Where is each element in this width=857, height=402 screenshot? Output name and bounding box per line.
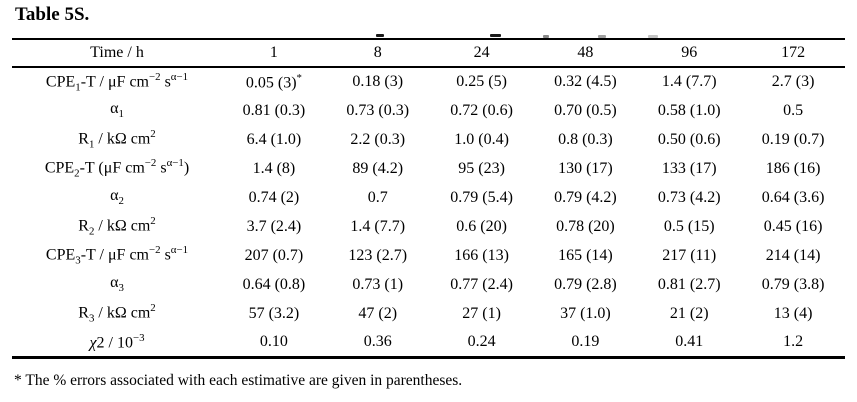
header-time-label: Time / h [12, 39, 222, 68]
table-row-r2: R2 / kΩ cm2 3.7 (2.4) 1.4 (7.7) 0.6 (20)… [12, 212, 845, 241]
table-footnote: * The % errors associated with each esti… [14, 372, 463, 389]
table-cell: 47 (2) [358, 304, 398, 322]
row-label: α1 [110, 100, 124, 121]
table-cell: 0.81 (2.7) [657, 275, 721, 293]
table-row-chi2: χ2 / 10−3 0.10 0.36 0.24 0.19 0.41 1.2 [12, 328, 845, 357]
table-cell: 57 (3.2) [248, 304, 300, 322]
table-cell: 0.58 (1.0) [657, 101, 721, 119]
table-cell: 0.73 (0.3) [346, 101, 410, 119]
table-cell: 0.41 [675, 332, 704, 350]
table-cell: 186 (16) [765, 159, 821, 177]
header-col-8: 8 [325, 39, 430, 68]
table-row-alpha2: α2 0.74 (2) 0.7 0.79 (5.4) 0.79 (4.2) 0.… [12, 183, 845, 212]
table-cell: 0.5 [783, 101, 804, 119]
table-row-alpha3: α3 0.64 (0.8) 0.73 (1) 0.77 (2.4) 0.79 (… [12, 270, 845, 299]
cropped-text-fragment [543, 35, 549, 38]
table-cell: 0.78 (20) [556, 217, 615, 235]
table-cell: 0.64 (0.8) [242, 275, 306, 293]
cropped-text-fragment [648, 35, 658, 38]
row-label: CPE3-T / μF cm−2 sα−1 [45, 244, 189, 267]
table-row-cpe1: CPE1-T / μF cm−2 sα−1 0.05 (3)* 0.18 (3)… [12, 67, 845, 96]
table-cell: 0.73 (1) [352, 275, 404, 293]
table-cell: 1.4 (7.7) [661, 73, 717, 90]
table-cell: 1.4 (8) [252, 159, 296, 177]
table-cell: 0.25 (5) [456, 73, 507, 90]
table-cell: 0.32 (4.5) [554, 73, 617, 90]
row-label: R3 / kΩ cm2 [78, 302, 156, 325]
table-cell: 133 (17) [661, 159, 717, 177]
table-cell: 130 (17) [558, 159, 613, 177]
table-cell: 1.0 (0.4) [454, 130, 509, 148]
table-row-alpha1: α1 0.81 (0.3) 0.73 (0.3) 0.72 (0.6) 0.70… [12, 96, 845, 125]
row-label: χ2 / 10−3 [89, 331, 145, 351]
table-cell: 207 (0.7) [244, 246, 304, 264]
table-cell: 1.4 (7.7) [350, 217, 406, 235]
table-cell: 13 (4) [773, 304, 813, 322]
table-cell: 0.77 (2.4) [450, 275, 513, 293]
cropped-text-fragment [490, 34, 501, 37]
row-label: α3 [110, 274, 124, 295]
table-row-r1: R1 / kΩ cm2 6.4 (1.0) 2.2 (0.3) 1.0 (0.4… [12, 125, 845, 154]
header-col-24: 24 [429, 39, 534, 68]
table-cell: 123 (2.7) [348, 246, 408, 264]
table-cell: 0.10 [259, 332, 288, 350]
table-cell: 0.6 (20) [456, 217, 507, 235]
table-row-r3: R3 / kΩ cm2 57 (3.2) 47 (2) 27 (1) 37 (1… [12, 299, 845, 328]
row-label: CPE2-T (μF cm−2 sα−1) [44, 157, 190, 180]
table-cell: 0.19 (0.7) [761, 130, 825, 148]
table-cell: 0.5 (15) [663, 217, 715, 235]
table-cell: 0.79 (5.4) [450, 188, 513, 206]
table-cell: 89 (4.2) [352, 159, 404, 177]
table-cell: 0.50 (0.6) [657, 130, 721, 148]
table-cell: 0.73 (4.2) [657, 188, 721, 206]
cropped-text-fragment [598, 35, 606, 38]
table-cell: 214 (14) [765, 246, 821, 264]
data-table: Time / h 1 8 24 48 96 172 CPE1-T / μF cm… [12, 38, 845, 359]
table-cell: 95 (23) [458, 159, 505, 177]
table-cell: 6.4 (1.0) [246, 130, 302, 148]
table-cell: 0.36 [363, 332, 392, 350]
table-cell: 0.74 (2) [248, 188, 300, 206]
row-label: CPE1-T / μF cm−2 sα−1 [45, 70, 189, 94]
table-cell: 0.05 (3)* [245, 71, 302, 92]
table-cell: 27 (1) [462, 304, 501, 322]
table-cell: 166 (13) [454, 246, 509, 264]
table-cell: 1.2 [783, 332, 804, 350]
table-cell: 0.79 (4.2) [554, 188, 617, 206]
header-row: Time / h 1 8 24 48 96 172 [12, 39, 845, 68]
table-cell: 0.45 (16) [763, 217, 823, 235]
cropped-text-fragment [376, 34, 384, 37]
table-cell: 0.7 [367, 188, 388, 206]
row-label: α2 [110, 187, 124, 208]
table-cell: 0.79 (2.8) [554, 275, 617, 293]
table-cell: 0.70 (0.5) [554, 101, 617, 119]
table-cell: 21 (2) [669, 304, 709, 322]
table-cell: 0.81 (0.3) [242, 101, 306, 119]
table-cell: 0.24 [467, 332, 496, 350]
table-row-cpe3: CPE3-T / μF cm−2 sα−1 207 (0.7) 123 (2.7… [12, 241, 845, 270]
table-cell: 3.7 (2.4) [246, 217, 302, 235]
row-label: R1 / kΩ cm2 [78, 128, 156, 151]
table-cell: 0.72 (0.6) [450, 101, 513, 119]
table-cell: 2.7 (3) [771, 73, 815, 90]
table-cell: 0.79 (3.8) [761, 275, 825, 293]
table-cell: 0.19 [571, 332, 600, 350]
header-col-48: 48 [533, 39, 638, 68]
header-col-172: 172 [741, 39, 845, 68]
table-cell: 37 (1.0) [560, 304, 611, 322]
table-cell: 2.2 (0.3) [350, 130, 406, 148]
table-row-cpe2: CPE2-T (μF cm−2 sα−1) 1.4 (8) 89 (4.2) 9… [12, 154, 845, 183]
table-cell: 0.18 (3) [352, 73, 404, 90]
table-cell: 0.8 (0.3) [558, 130, 613, 148]
table-cell: 0.64 (3.6) [761, 188, 825, 206]
table-cell: 217 (11) [662, 246, 717, 264]
table-cell: 165 (14) [558, 246, 613, 264]
header-col-1: 1 [222, 39, 326, 68]
table-title: Table 5S. [15, 4, 90, 25]
row-label: R2 / kΩ cm2 [78, 215, 156, 238]
header-col-96: 96 [637, 39, 742, 68]
